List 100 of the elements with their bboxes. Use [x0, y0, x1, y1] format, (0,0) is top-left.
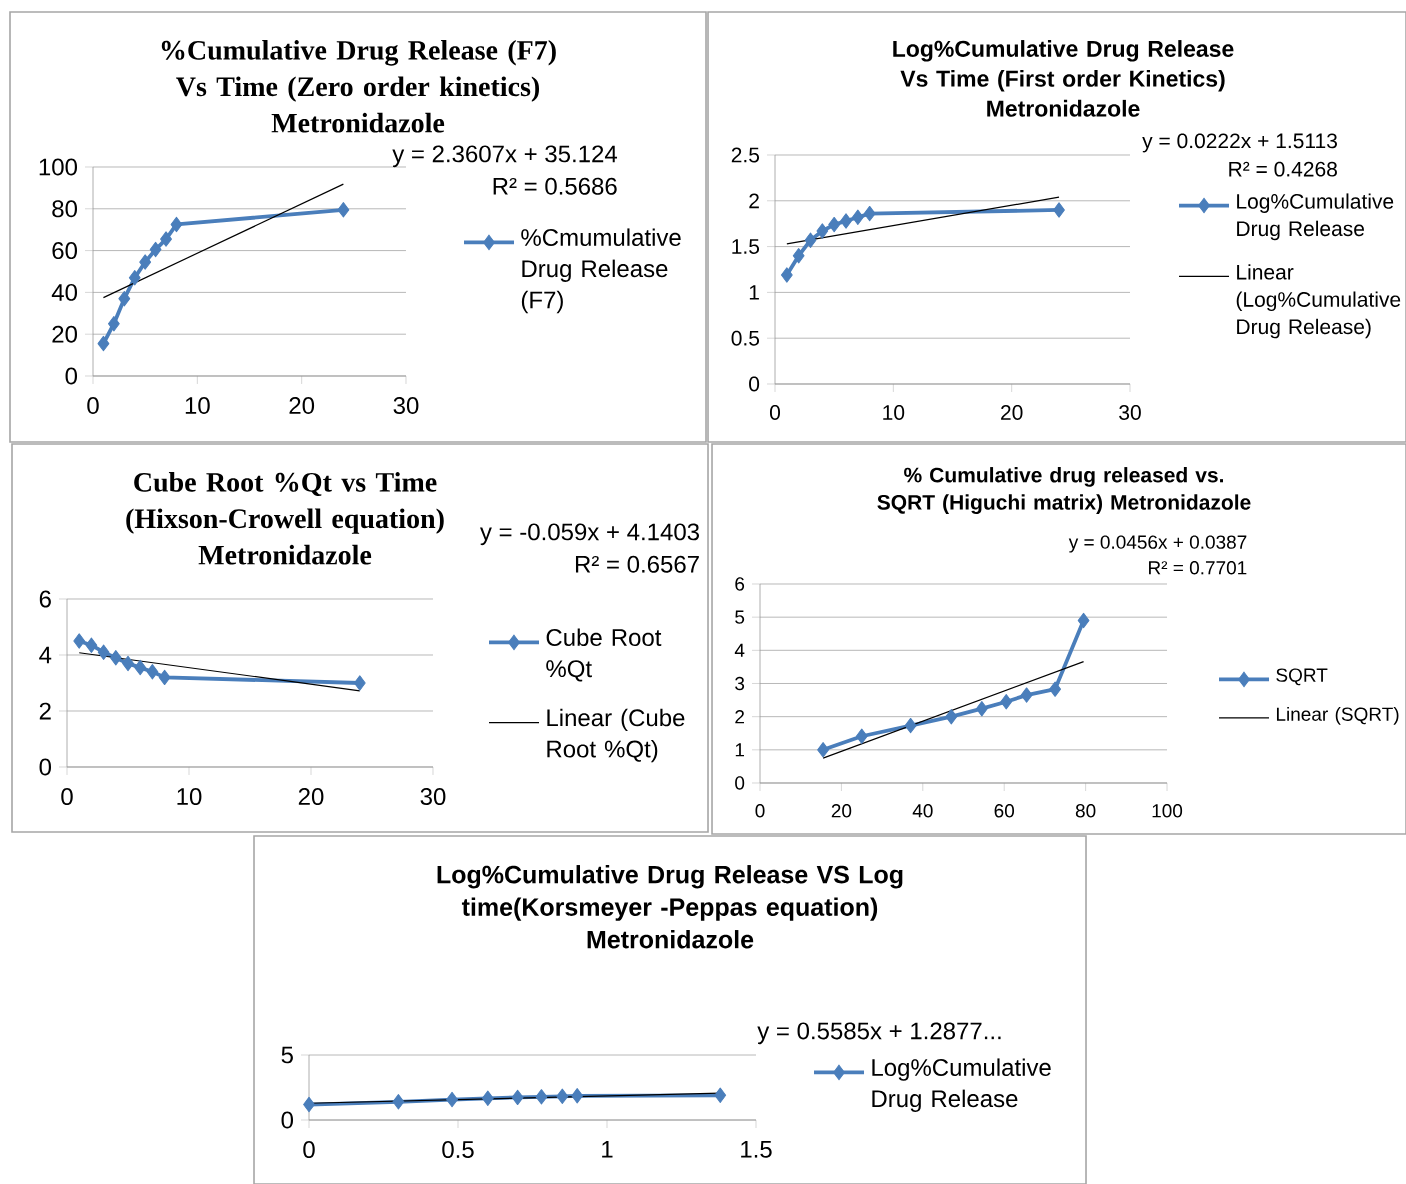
chart-subtitle: Metronidazole	[987, 99, 1140, 117]
x-tick-label: 40	[912, 804, 933, 818]
chart-subtitle: Metronidazole	[198, 544, 372, 565]
text: R² = 0.6567	[575, 555, 699, 573]
y-tick-label: 0.5	[731, 330, 760, 346]
x-tick-label: 10	[177, 788, 202, 806]
chart-title: Log%Cumulative Drug Release Vs Time (First order Kinetics)	[893, 40, 1234, 92]
point	[303, 1096, 315, 1113]
point	[146, 664, 159, 680]
point	[149, 241, 162, 258]
legend-label: Cube Root %Qt	[546, 628, 662, 682]
y-tick-label: 5	[735, 610, 745, 624]
x-tick-label: 30	[420, 788, 446, 806]
x-tick-label: 0	[87, 397, 99, 415]
point	[817, 742, 829, 758]
point	[118, 290, 131, 307]
x-tick-label: 20	[298, 788, 324, 806]
point	[446, 1091, 458, 1108]
point	[975, 701, 988, 717]
x-tick-label: 60	[994, 804, 1015, 818]
x-tick-label: 100	[1152, 804, 1183, 818]
x-tick-label: 0	[303, 1141, 315, 1159]
chart-title: % Cumulative drug released vs. SQRT (Higuchi matrix) Metronidazole	[877, 467, 1251, 515]
chart-title: Log%Cumulative Drug Release VS Log time(Korsmeyer -Peppas equation)	[437, 865, 903, 921]
point	[1049, 681, 1061, 697]
point	[556, 1088, 569, 1105]
y-tick-label: 1	[735, 743, 745, 757]
y-tick-label: 2	[39, 702, 51, 720]
point	[1000, 694, 1013, 710]
point	[511, 1089, 524, 1106]
y-tick-label: 2.5	[731, 147, 760, 163]
point	[481, 1090, 494, 1106]
y-tick-label: 5	[281, 1046, 293, 1064]
y-tick-label: 0	[65, 367, 78, 385]
y-tick-label: 100	[39, 158, 77, 176]
legend-label: Linear (SQRT)	[1276, 706, 1399, 725]
x-tick-label: 30	[393, 397, 419, 415]
point	[780, 267, 793, 283]
point	[85, 637, 98, 653]
text: y = 0.0222x + 1.5113	[1142, 133, 1337, 153]
legend-label: Log%Cumulative Drug Release	[1237, 193, 1394, 241]
legend-label: Log%Cumulative Drug Release	[872, 1058, 1051, 1112]
point	[804, 232, 817, 248]
text: R² = 0.4268	[1229, 161, 1337, 177]
point	[855, 728, 868, 744]
point	[714, 1087, 727, 1103]
legend-label: SQRT	[1276, 668, 1328, 686]
x-tick-label: 30	[1119, 405, 1141, 420]
chart-title: Cube Root %Qt vs Time (Hixson-Crowell equation)	[126, 472, 444, 534]
point	[160, 231, 172, 247]
x-tick-label: 80	[1075, 804, 1096, 818]
point	[158, 669, 171, 686]
point	[535, 1089, 548, 1105]
point	[170, 216, 183, 233]
y-tick-label: 80	[52, 200, 78, 218]
legend-label: Linear (Log%Cumulative Drug Release)	[1236, 264, 1401, 339]
y-tick-label: 0	[735, 776, 745, 790]
point	[945, 708, 958, 725]
point	[139, 254, 152, 270]
point	[107, 316, 120, 332]
y-tick-label: 2	[749, 193, 759, 209]
y-tick-label: 4	[734, 643, 745, 657]
y-tick-label: 1	[749, 285, 759, 300]
y-tick-label: 6	[735, 577, 745, 591]
x-tick-label: 20	[831, 804, 852, 818]
point	[122, 655, 134, 672]
point	[73, 633, 86, 649]
x-tick-label: 10	[185, 397, 210, 415]
y-tick-label: 20	[52, 325, 78, 343]
point	[863, 205, 876, 222]
point	[828, 216, 841, 233]
point	[904, 717, 917, 734]
y-tick-label: 1.5	[732, 239, 760, 254]
point	[851, 209, 864, 225]
point	[353, 675, 366, 691]
y-tick-label: 4	[39, 646, 52, 664]
point	[337, 202, 350, 218]
y-tick-label: 2	[735, 710, 745, 724]
text: y = 0.0456x + 0.0387	[1068, 535, 1247, 553]
y-tick-label: 3	[735, 676, 745, 691]
point	[97, 335, 110, 352]
y-tick-label: 0	[39, 758, 52, 776]
x-tick-label: 1	[602, 1141, 613, 1158]
point	[1053, 202, 1065, 218]
x-tick-label: 20	[1001, 405, 1023, 420]
text: y = -0.059x + 4.1403	[479, 523, 700, 546]
x-tick-label: 0	[769, 405, 781, 420]
point	[1020, 687, 1033, 703]
chart-subtitle: Metronidazole	[587, 930, 754, 949]
point	[571, 1088, 584, 1104]
text: R² = 0.5686	[493, 177, 617, 195]
point	[109, 650, 122, 666]
text: R² = 0.7701	[1149, 561, 1247, 575]
y-tick-label: 40	[51, 283, 78, 301]
y-tick-label: 60	[52, 242, 78, 260]
text: y = 0.5585x + 1.2877...	[757, 1022, 1001, 1045]
y-tick-label: 6	[39, 590, 51, 608]
legend-label: Linear (Cube Root %Qt)	[547, 708, 685, 763]
point	[840, 213, 852, 229]
x-tick-label: 0.5	[442, 1141, 474, 1159]
